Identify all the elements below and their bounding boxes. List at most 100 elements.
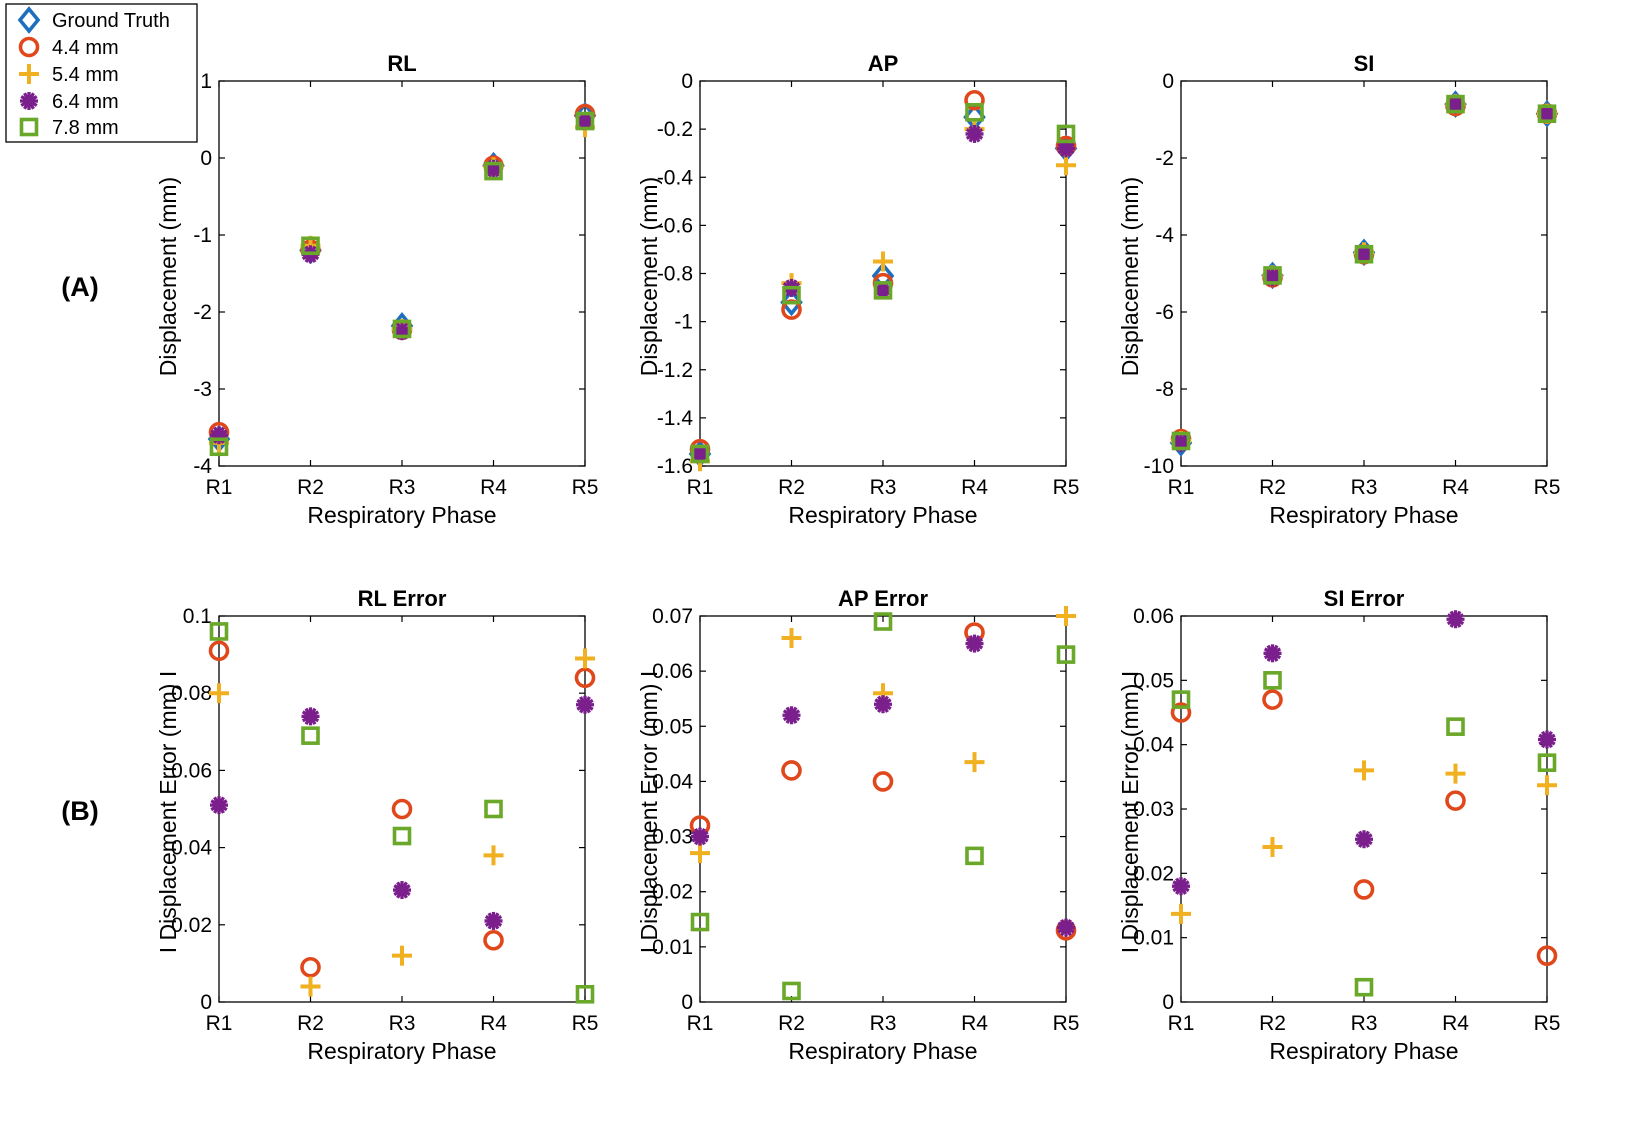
data-point bbox=[782, 706, 801, 725]
data-point bbox=[1446, 94, 1465, 114]
x-tick-label: R4 bbox=[961, 476, 988, 499]
legend-ground-truth-label: Ground Truth bbox=[52, 10, 170, 32]
x-tick-label: R3 bbox=[1351, 476, 1378, 499]
data-point bbox=[483, 845, 504, 866]
legend-4-4mm-label: 4.4 mm bbox=[52, 37, 119, 59]
y-tick-label: -0.4 bbox=[657, 166, 694, 189]
data-point bbox=[1538, 730, 1556, 749]
x-tick-label: R3 bbox=[389, 1012, 416, 1035]
data-point bbox=[575, 648, 595, 669]
legend-5-4mm-label: 5.4 mm bbox=[52, 64, 119, 86]
x-tick-label: R4 bbox=[1442, 476, 1469, 499]
x-tick-label: R2 bbox=[778, 1012, 805, 1035]
data-point bbox=[1446, 717, 1465, 736]
x-tick-label: R4 bbox=[480, 476, 507, 499]
data-point bbox=[576, 695, 594, 714]
y-tick-label: 0 bbox=[1162, 70, 1174, 93]
series-7-8-mm bbox=[209, 111, 595, 457]
legend-entry-6-4mm: 6.4 mm bbox=[20, 91, 119, 113]
series-7-8-mm bbox=[690, 612, 1076, 1001]
data-point bbox=[965, 102, 984, 122]
y-tick-label: -2 bbox=[1155, 147, 1174, 170]
data-point bbox=[1057, 918, 1075, 937]
y-tick-label: -6 bbox=[1155, 301, 1174, 324]
data-point bbox=[1170, 702, 1192, 723]
data-point bbox=[965, 634, 984, 653]
series-4-4-mm bbox=[208, 103, 596, 443]
plot-frame bbox=[1180, 615, 1548, 1003]
series-5-4-mm bbox=[690, 606, 1076, 864]
data-point bbox=[1056, 606, 1076, 626]
y-tick-label: -3 bbox=[193, 378, 212, 401]
panel-title: SI Error bbox=[1324, 586, 1405, 611]
data-point bbox=[874, 695, 892, 714]
data-point bbox=[1171, 690, 1191, 709]
panel-title: AP Error bbox=[838, 586, 929, 611]
y-tick-label: 0 bbox=[200, 147, 212, 170]
y-tick-label: 0 bbox=[1162, 991, 1174, 1014]
x-tick-label: R1 bbox=[1168, 1012, 1195, 1035]
data-point bbox=[1262, 836, 1283, 857]
x-axis-label: Respiratory Phase bbox=[1269, 502, 1458, 528]
data-point bbox=[964, 89, 985, 111]
legend-6-4mm-marker bbox=[20, 92, 38, 110]
y-tick-label: -0.8 bbox=[657, 263, 693, 286]
data-point bbox=[484, 161, 503, 181]
panel-title: AP bbox=[868, 51, 899, 76]
data-point bbox=[1354, 244, 1374, 264]
data-point bbox=[691, 827, 709, 846]
series-7-8-mm bbox=[209, 622, 595, 1004]
x-tick-label: R3 bbox=[1351, 1012, 1378, 1035]
series-6-4-mm bbox=[1172, 95, 1556, 452]
y-tick-label: -1.6 bbox=[657, 455, 693, 478]
plot-frame bbox=[699, 615, 1067, 1003]
legend-entry-5-4mm: 5.4 mm bbox=[19, 64, 119, 86]
data-point bbox=[1263, 671, 1282, 690]
row-label-a: (A) bbox=[61, 272, 98, 302]
data-point bbox=[392, 826, 412, 846]
y-tick-label: 0 bbox=[681, 991, 693, 1014]
data-point bbox=[1056, 124, 1076, 144]
y-tick-label: 0.05 bbox=[1133, 669, 1174, 692]
data-point bbox=[782, 285, 801, 305]
legend-entry-ground-truth: Ground Truth bbox=[17, 6, 170, 34]
data-point bbox=[690, 912, 710, 932]
data-point bbox=[1445, 790, 1466, 811]
x-tick-label: R5 bbox=[572, 1012, 599, 1035]
y-tick-label: -4 bbox=[193, 455, 212, 478]
x-tick-label: R1 bbox=[206, 1012, 233, 1035]
x-tick-label: R2 bbox=[778, 476, 805, 499]
y-tick-label: -4 bbox=[1155, 224, 1174, 247]
y-tick-label: -1 bbox=[674, 311, 693, 334]
data-point bbox=[483, 929, 504, 951]
data-point bbox=[1353, 879, 1375, 900]
series-7-8-mm bbox=[690, 102, 1076, 464]
x-tick-label: R2 bbox=[1259, 1012, 1286, 1035]
data-point bbox=[872, 771, 894, 792]
y-axis-label: I Displacement Error (mm) I bbox=[636, 671, 662, 953]
data-point bbox=[1537, 104, 1557, 124]
y-tick-label: 0.04 bbox=[652, 770, 693, 793]
y-tick-label: 0.01 bbox=[1133, 927, 1174, 950]
y-tick-label: 0 bbox=[681, 70, 693, 93]
x-axis-label: Respiratory Phase bbox=[788, 502, 977, 528]
y-tick-label: 0.07 bbox=[652, 605, 693, 628]
x-tick-label: R1 bbox=[687, 1012, 714, 1035]
y-tick-label: -0.6 bbox=[657, 214, 693, 237]
y-tick-label: -1.2 bbox=[657, 359, 693, 382]
data-point bbox=[1263, 644, 1282, 663]
y-axis-label: Displacement (mm) bbox=[155, 177, 181, 376]
y-axis-label: I Displacement Error (mm) I bbox=[1117, 671, 1143, 953]
y-tick-label: 0.02 bbox=[652, 881, 693, 904]
data-point bbox=[1171, 903, 1191, 924]
legend-ground-truth-marker bbox=[17, 6, 41, 34]
series-4-4-mm bbox=[689, 89, 1077, 460]
series-4-4-mm bbox=[689, 622, 1077, 941]
data-point bbox=[209, 437, 229, 457]
data-point bbox=[1355, 830, 1373, 849]
data-point bbox=[301, 726, 320, 745]
x-tick-label: R1 bbox=[206, 476, 233, 499]
series-5-4-mm bbox=[1171, 760, 1557, 924]
x-axis-label: Respiratory Phase bbox=[1269, 1038, 1458, 1064]
